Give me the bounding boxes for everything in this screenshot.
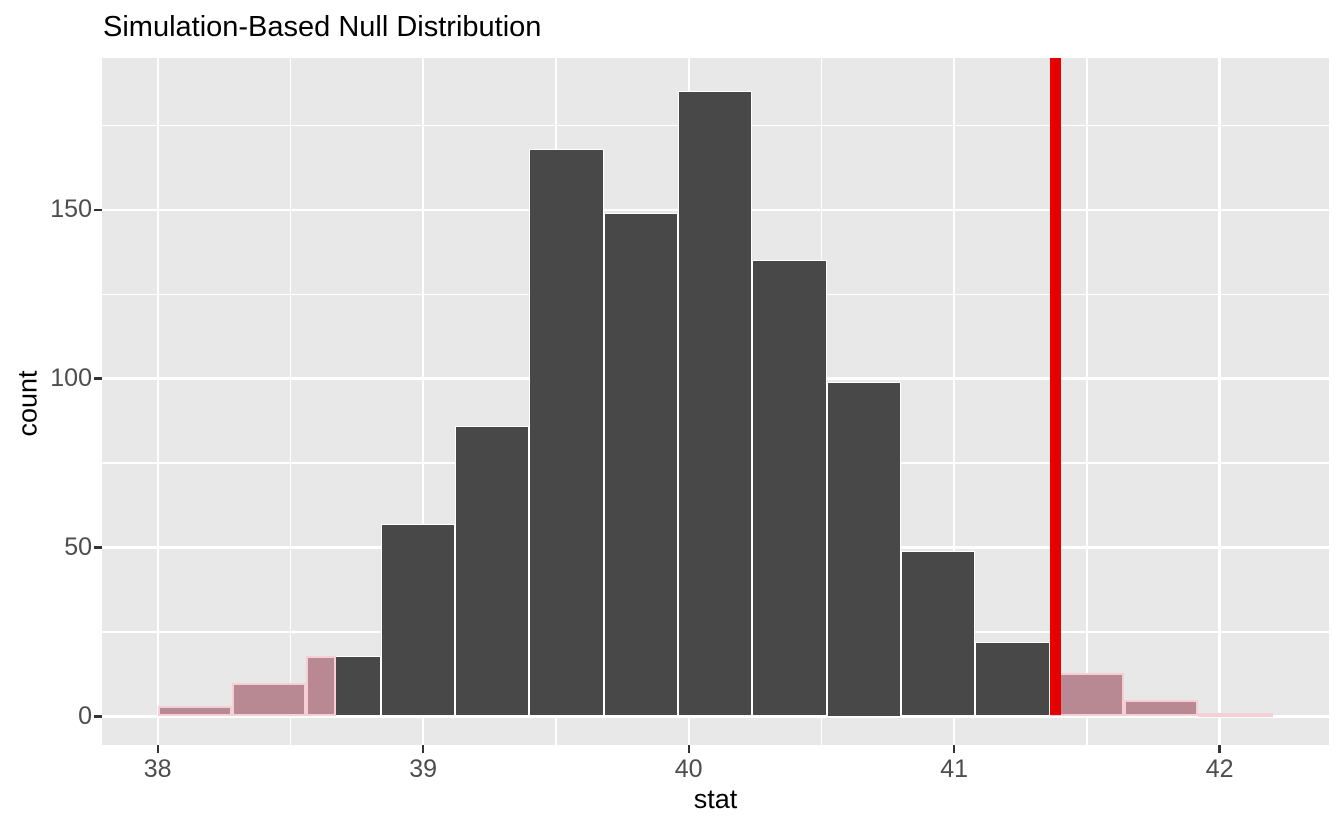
x-axis-title: stat <box>693 784 738 814</box>
x-tick-mark <box>687 745 690 753</box>
histogram-bar <box>826 382 901 717</box>
x-tick-mark <box>156 745 159 753</box>
y-tick-mark <box>94 715 102 718</box>
gridline-major-vertical <box>953 58 956 745</box>
y-tick-label: 50 <box>64 533 92 562</box>
y-tick-mark <box>94 546 102 549</box>
y-tick-mark <box>94 208 102 211</box>
x-tick-mark <box>422 745 425 753</box>
plot-title: Simulation-Based Null Distribution <box>103 11 542 43</box>
shaded-tail-segment <box>157 706 232 717</box>
x-tick-mark <box>1218 745 1221 753</box>
gridline-minor-vertical <box>289 58 292 745</box>
gridline-major-vertical <box>422 58 425 745</box>
shaded-tail-segment <box>306 655 336 717</box>
gridline-major-vertical <box>1218 58 1221 745</box>
y-tick-label: 150 <box>50 195 92 224</box>
shaded-tail-segment <box>1124 699 1199 717</box>
histogram-bar <box>752 260 827 717</box>
histogram-bar <box>603 213 678 717</box>
gridline-major-vertical <box>156 58 159 745</box>
histogram-bar <box>529 148 604 717</box>
histogram-bar <box>901 550 976 717</box>
shaded-tail-segment <box>1049 672 1124 717</box>
histogram-bar <box>455 425 530 717</box>
y-axis-title: count <box>12 370 43 437</box>
histogram-bar <box>380 523 455 717</box>
shaded-tail-segment <box>1198 713 1273 718</box>
x-tick-label: 40 <box>674 755 703 783</box>
plot-panel <box>102 58 1329 745</box>
x-tick-label: 42 <box>1205 755 1234 783</box>
histogram-bar <box>975 642 1050 717</box>
x-tick-label: 38 <box>143 755 172 783</box>
x-tick-label: 41 <box>940 755 969 783</box>
gridline-minor-vertical <box>1086 58 1088 745</box>
histogram-bar <box>678 91 753 717</box>
observed-stat-line <box>1049 58 1061 715</box>
shaded-tail-segment <box>232 682 307 717</box>
y-tick-mark <box>94 377 102 380</box>
y-tick-label: 100 <box>50 364 92 393</box>
x-tick-label: 39 <box>409 755 438 783</box>
gridline-major-horizontal <box>102 715 1329 718</box>
y-tick-label: 0 <box>78 702 92 730</box>
x-tick-mark <box>953 745 956 753</box>
